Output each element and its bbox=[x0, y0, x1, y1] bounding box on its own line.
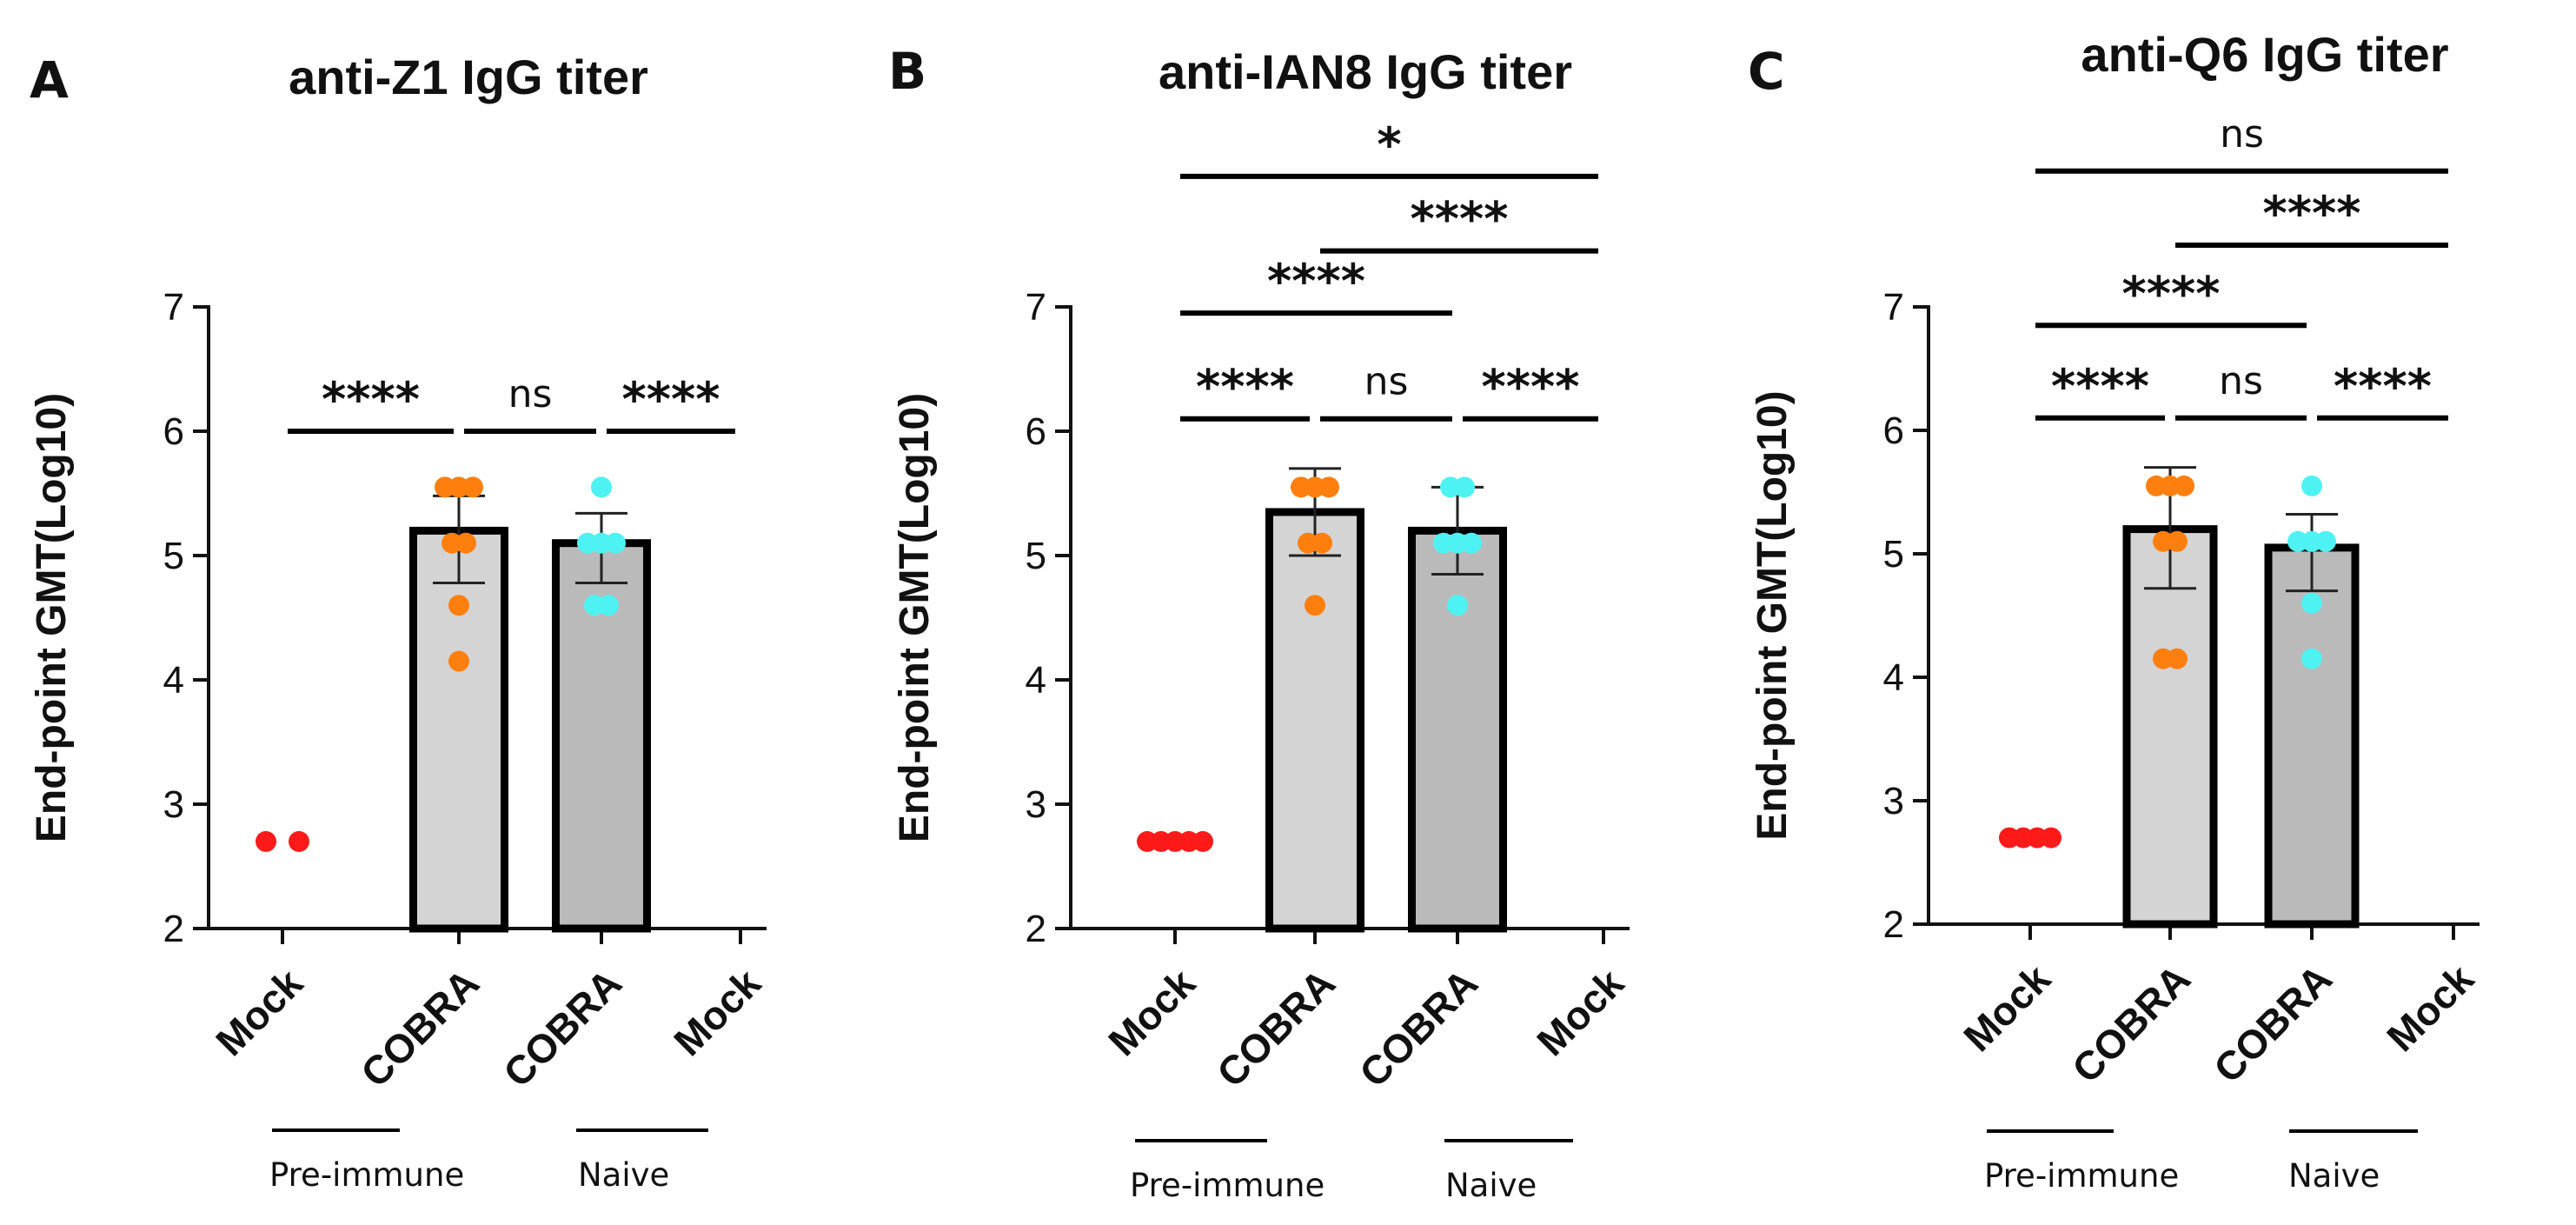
y-tick-label: 7 bbox=[163, 286, 184, 329]
significance-label: **** bbox=[622, 372, 720, 427]
panel-label: B bbox=[888, 42, 926, 101]
significance-label: ns bbox=[1364, 360, 1409, 404]
data-point bbox=[462, 476, 483, 498]
data-point bbox=[448, 650, 469, 672]
data-point bbox=[591, 476, 612, 498]
y-tick-label: 5 bbox=[1026, 535, 1046, 577]
y-tick-label: 5 bbox=[163, 535, 184, 577]
category-label: COBRA bbox=[352, 960, 488, 1095]
significance-label: **** bbox=[2263, 186, 2361, 241]
significance-label: **** bbox=[2122, 266, 2221, 321]
data-point bbox=[1318, 476, 1339, 498]
y-axis-label: End-point GMT(Log10) bbox=[1749, 390, 1796, 840]
category-label: COBRA bbox=[1351, 960, 1486, 1095]
y-tick-label: 4 bbox=[1883, 656, 1904, 699]
data-point bbox=[1305, 595, 1325, 616]
significance-label: ns bbox=[2220, 112, 2264, 156]
y-tick-label: 2 bbox=[1026, 908, 1046, 950]
data-point bbox=[1454, 476, 1475, 498]
data-point bbox=[1311, 532, 1332, 554]
chart-title: anti-IAN8 IgG titer bbox=[1159, 44, 1572, 99]
data-point bbox=[455, 532, 476, 554]
category-label: Mock bbox=[665, 960, 769, 1064]
data-point bbox=[2167, 530, 2188, 552]
group-label: Pre-immune bbox=[269, 1156, 464, 1194]
bar-cobra-1 bbox=[409, 526, 508, 933]
y-tick-label: 4 bbox=[163, 659, 184, 702]
data-point bbox=[2167, 648, 2188, 669]
y-tick-label: 3 bbox=[1026, 783, 1046, 826]
y-tick-label: 2 bbox=[1883, 903, 1904, 946]
chart-title: anti-Q6 IgG titer bbox=[2081, 27, 2448, 82]
bar-cobra-1 bbox=[1265, 508, 1364, 933]
data-point bbox=[2315, 530, 2336, 552]
data-point bbox=[1461, 532, 1482, 554]
y-tick-label: 5 bbox=[1883, 533, 1904, 576]
y-tick-label: 6 bbox=[1026, 410, 1046, 453]
group-label: Naive bbox=[578, 1156, 669, 1194]
data-point bbox=[2174, 475, 2194, 496]
significance-label: **** bbox=[2051, 359, 2149, 414]
significance-label: **** bbox=[1482, 360, 1580, 415]
data-point bbox=[2301, 592, 2322, 614]
y-axis-label: End-point GMT(Log10) bbox=[892, 393, 938, 842]
chart-title: anti-Z1 IgG titer bbox=[289, 50, 648, 104]
significance-label: ns bbox=[508, 372, 553, 416]
data-point bbox=[605, 532, 626, 554]
bar-cobra-1 bbox=[2122, 525, 2218, 929]
y-tick-label: 6 bbox=[163, 410, 184, 453]
significance-label: ns bbox=[2219, 359, 2263, 403]
panel-label: C bbox=[1748, 42, 1785, 101]
significance-label: **** bbox=[1411, 192, 1509, 247]
category-label: Mock bbox=[2378, 955, 2482, 1060]
data-point bbox=[598, 595, 619, 616]
category-label: COBRA bbox=[2063, 955, 2199, 1091]
data-point bbox=[2301, 648, 2322, 669]
y-tick-label: 4 bbox=[1026, 659, 1046, 702]
category-label: Mock bbox=[207, 960, 311, 1064]
y-tick-label: 7 bbox=[1026, 286, 1046, 329]
data-point bbox=[1192, 830, 1213, 852]
category-label: COBRA bbox=[495, 960, 630, 1095]
group-label: Naive bbox=[1445, 1167, 1537, 1204]
category-label: Mock bbox=[1955, 955, 2059, 1060]
category-label: COBRA bbox=[2205, 955, 2340, 1091]
group-label: Naive bbox=[2288, 1157, 2380, 1195]
group-label: Pre-immune bbox=[1130, 1167, 1325, 1204]
y-axis-label: End-point GMT(Log10) bbox=[29, 393, 75, 842]
y-tick-label: 2 bbox=[163, 908, 184, 950]
data-point bbox=[448, 595, 469, 616]
category-label: Mock bbox=[1099, 960, 1204, 1064]
data-point bbox=[2041, 827, 2061, 849]
category-label: COBRA bbox=[1208, 960, 1344, 1095]
significance-label: **** bbox=[1196, 360, 1294, 415]
category-label: Mock bbox=[1528, 960, 1632, 1064]
y-tick-label: 3 bbox=[163, 783, 184, 826]
y-tick-label: 6 bbox=[1883, 409, 1904, 452]
bar-cobra-2 bbox=[1408, 526, 1507, 933]
significance-label: **** bbox=[2334, 359, 2432, 414]
significance-label: **** bbox=[322, 372, 420, 427]
data-point bbox=[1447, 595, 1468, 616]
significance-label: **** bbox=[1267, 254, 1365, 309]
data-point bbox=[2301, 475, 2322, 496]
significance-label: * bbox=[1377, 117, 1401, 172]
panel-label: A bbox=[30, 50, 69, 110]
y-tick-label: 3 bbox=[1883, 780, 1904, 822]
group-label: Pre-immune bbox=[1984, 1157, 2179, 1195]
data-point bbox=[289, 830, 309, 852]
data-point bbox=[256, 830, 276, 852]
y-tick-label: 7 bbox=[1883, 286, 1904, 329]
